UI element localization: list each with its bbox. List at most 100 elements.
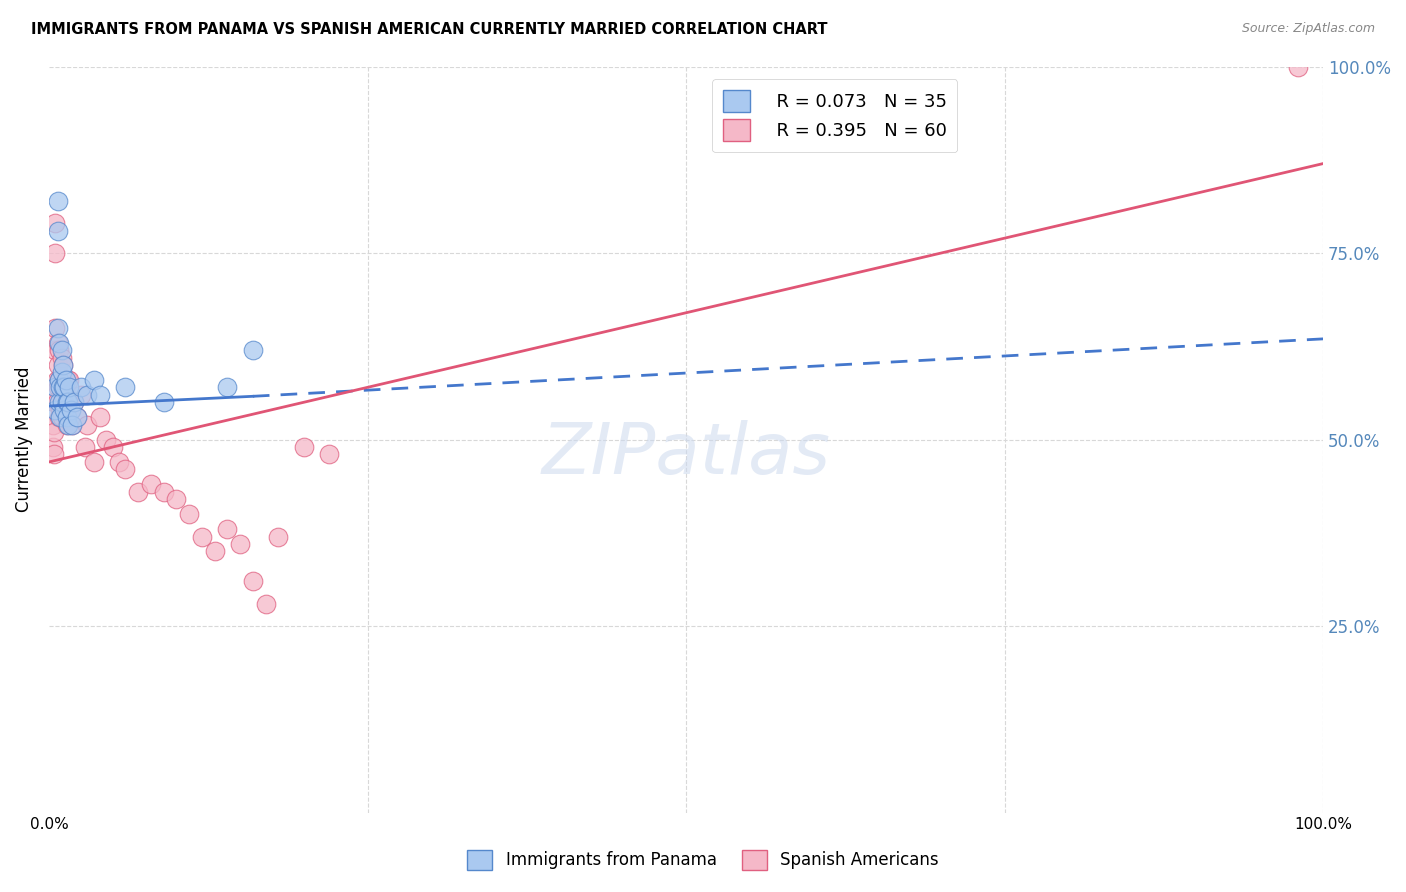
Point [49, 380, 72, 394]
Point [51, 351, 73, 365]
Point [139, 477, 162, 491]
Point [44, 246, 66, 260]
Point [69, 388, 91, 402]
Point [48, 335, 70, 350]
Point [51, 343, 73, 357]
Point [48, 373, 70, 387]
Point [60, 417, 83, 432]
Point [242, 343, 264, 357]
Point [217, 380, 239, 394]
Point [58, 373, 80, 387]
Point [63, 395, 86, 409]
Point [44, 320, 66, 334]
Point [229, 537, 252, 551]
Point [204, 544, 226, 558]
Point [83, 455, 105, 469]
Point [55, 380, 77, 394]
Point [96, 433, 118, 447]
Point [53, 402, 76, 417]
Point [69, 380, 91, 394]
Point [42, 417, 65, 432]
Point [42, 395, 65, 409]
Legend: Immigrants from Panama, Spanish Americans: Immigrants from Panama, Spanish American… [461, 843, 945, 877]
Point [42, 448, 65, 462]
Text: IMMIGRANTS FROM PANAMA VS SPANISH AMERICAN CURRENTLY MARRIED CORRELATION CHART: IMMIGRANTS FROM PANAMA VS SPANISH AMERIC… [31, 22, 828, 37]
Point [45, 395, 67, 409]
Point [46, 335, 69, 350]
Y-axis label: Currently Married: Currently Married [15, 367, 32, 512]
Point [49, 402, 72, 417]
Point [51, 395, 73, 409]
Point [267, 530, 290, 544]
Point [48, 395, 70, 409]
Point [44, 216, 66, 230]
Point [114, 380, 136, 394]
Point [51, 366, 73, 380]
Point [59, 402, 82, 417]
Point [46, 224, 69, 238]
Point [48, 343, 70, 357]
Point [56, 395, 79, 409]
Point [45, 373, 67, 387]
Point [53, 380, 76, 394]
Point [46, 380, 69, 394]
Point [44, 380, 66, 394]
Point [318, 448, 340, 462]
Point [46, 358, 69, 372]
Text: Source: ZipAtlas.com: Source: ZipAtlas.com [1241, 22, 1375, 36]
Point [60, 417, 83, 432]
Point [89, 388, 111, 402]
Point [254, 597, 277, 611]
Point [48, 410, 70, 425]
Legend:   R = 0.073   N = 35,   R = 0.395   N = 60: R = 0.073 N = 35, R = 0.395 N = 60 [713, 79, 957, 153]
Point [56, 410, 79, 425]
Point [51, 410, 73, 425]
Point [42, 440, 65, 454]
Point [49, 380, 72, 394]
Point [56, 417, 79, 432]
Point [52, 358, 75, 372]
Point [46, 194, 69, 208]
Point [58, 380, 80, 394]
Point [51, 380, 73, 394]
Point [101, 440, 124, 454]
Point [114, 462, 136, 476]
Point [55, 402, 77, 417]
Point [56, 395, 79, 409]
Point [52, 380, 75, 394]
Point [52, 358, 75, 372]
Point [44, 402, 66, 417]
Point [89, 410, 111, 425]
Point [66, 410, 89, 425]
Point [44, 343, 66, 357]
Point [53, 380, 76, 394]
Point [56, 395, 79, 409]
Point [73, 440, 96, 454]
Point [59, 402, 82, 417]
Point [48, 373, 70, 387]
Point [49, 410, 72, 425]
Point [66, 410, 89, 425]
Point [152, 395, 174, 409]
Point [83, 373, 105, 387]
Point [292, 440, 315, 454]
Point [1286, 60, 1309, 74]
Point [108, 455, 131, 469]
Point [165, 492, 187, 507]
Point [76, 388, 98, 402]
Point [55, 373, 77, 387]
Point [191, 530, 214, 544]
Text: ZIPatlas: ZIPatlas [541, 420, 831, 489]
Point [42, 425, 65, 439]
Point [56, 373, 79, 387]
Point [46, 320, 69, 334]
Point [127, 484, 149, 499]
Point [152, 484, 174, 499]
Point [53, 402, 76, 417]
Point [217, 522, 239, 536]
Point [56, 417, 79, 432]
Point [242, 574, 264, 589]
Point [76, 417, 98, 432]
Point [63, 395, 86, 409]
Point [179, 507, 201, 521]
